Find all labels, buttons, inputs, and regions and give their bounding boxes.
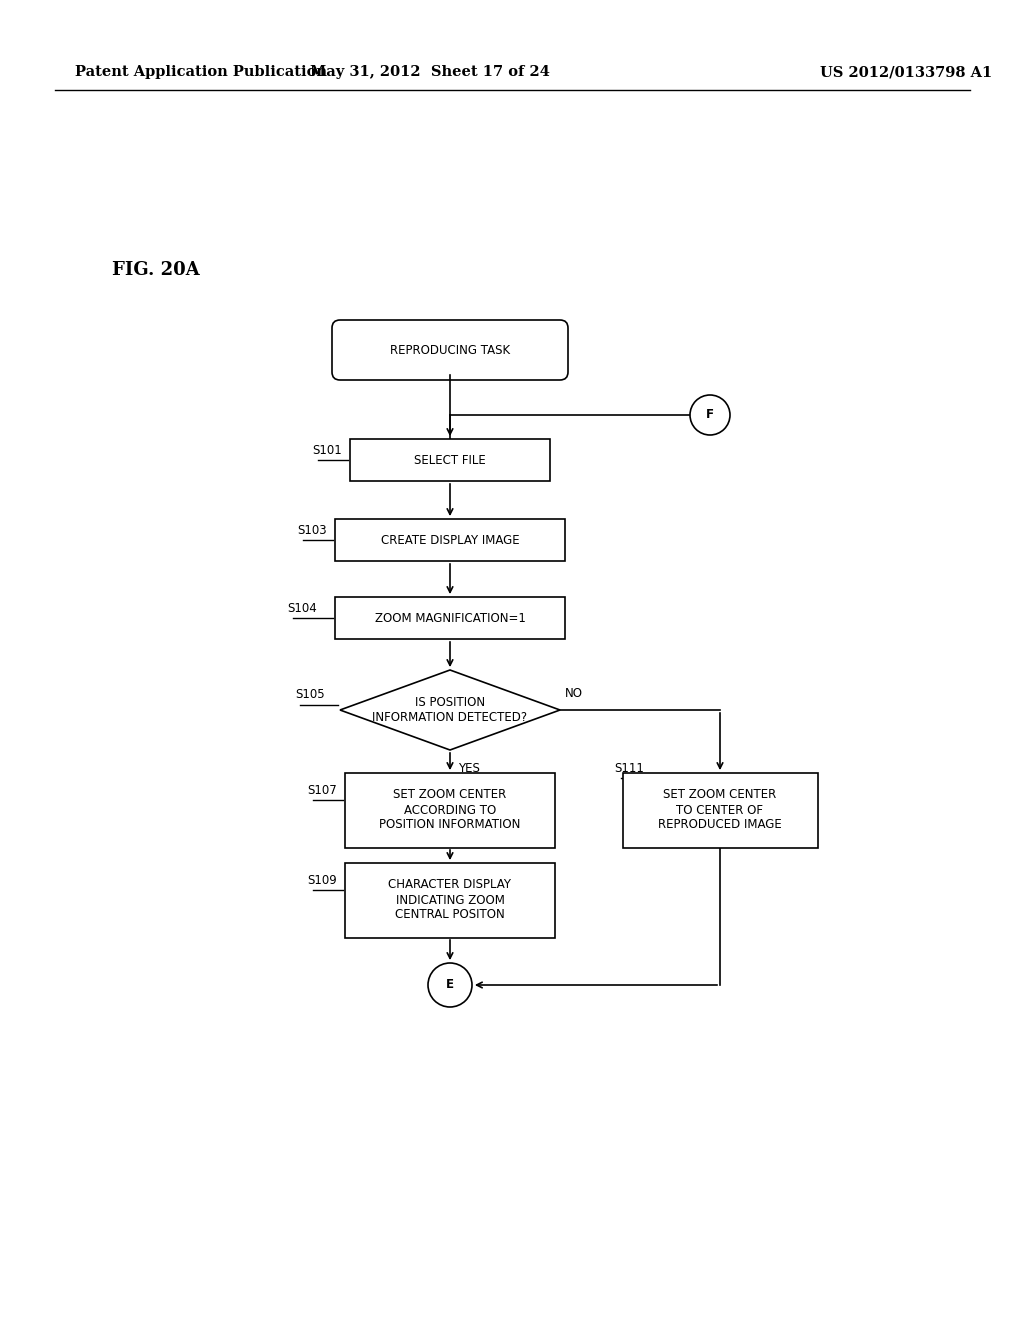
Bar [345,772,555,847]
Text: FIG. 20A: FIG. 20A [112,261,200,279]
Text: S107: S107 [307,784,337,796]
Text: E: E [446,978,454,991]
Text: S101: S101 [312,444,342,457]
Text: S109: S109 [307,874,337,887]
Polygon shape [340,671,560,750]
FancyBboxPatch shape [332,319,568,380]
Text: S105: S105 [295,689,325,701]
Text: S104: S104 [287,602,316,615]
Bar [345,862,555,937]
Text: ZOOM MAGNIFICATION=1: ZOOM MAGNIFICATION=1 [375,611,525,624]
Text: YES: YES [458,762,480,775]
Bar [623,772,817,847]
Text: SELECT FILE: SELECT FILE [414,454,485,466]
Text: SET ZOOM CENTER
TO CENTER OF
REPRODUCED IMAGE: SET ZOOM CENTER TO CENTER OF REPRODUCED … [658,788,782,832]
Bar [335,519,565,561]
Text: CHARACTER DISPLAY
INDICATING ZOOM
CENTRAL POSITON: CHARACTER DISPLAY INDICATING ZOOM CENTRA… [388,879,512,921]
Circle shape [428,964,472,1007]
Text: IS POSITION
INFORMATION DETECTED?: IS POSITION INFORMATION DETECTED? [373,696,527,723]
Text: US 2012/0133798 A1: US 2012/0133798 A1 [820,65,992,79]
Bar [350,440,550,480]
Text: May 31, 2012  Sheet 17 of 24: May 31, 2012 Sheet 17 of 24 [310,65,550,79]
Text: NO: NO [565,686,583,700]
Text: SET ZOOM CENTER
ACCORDING TO
POSITION INFORMATION: SET ZOOM CENTER ACCORDING TO POSITION IN… [379,788,520,832]
Bar [335,597,565,639]
Text: F: F [706,408,714,421]
Text: Patent Application Publication: Patent Application Publication [75,65,327,79]
Text: S103: S103 [297,524,327,536]
Text: CREATE DISPLAY IMAGE: CREATE DISPLAY IMAGE [381,533,519,546]
Circle shape [690,395,730,436]
Text: S111: S111 [614,762,644,775]
Text: REPRODUCING TASK: REPRODUCING TASK [390,343,510,356]
